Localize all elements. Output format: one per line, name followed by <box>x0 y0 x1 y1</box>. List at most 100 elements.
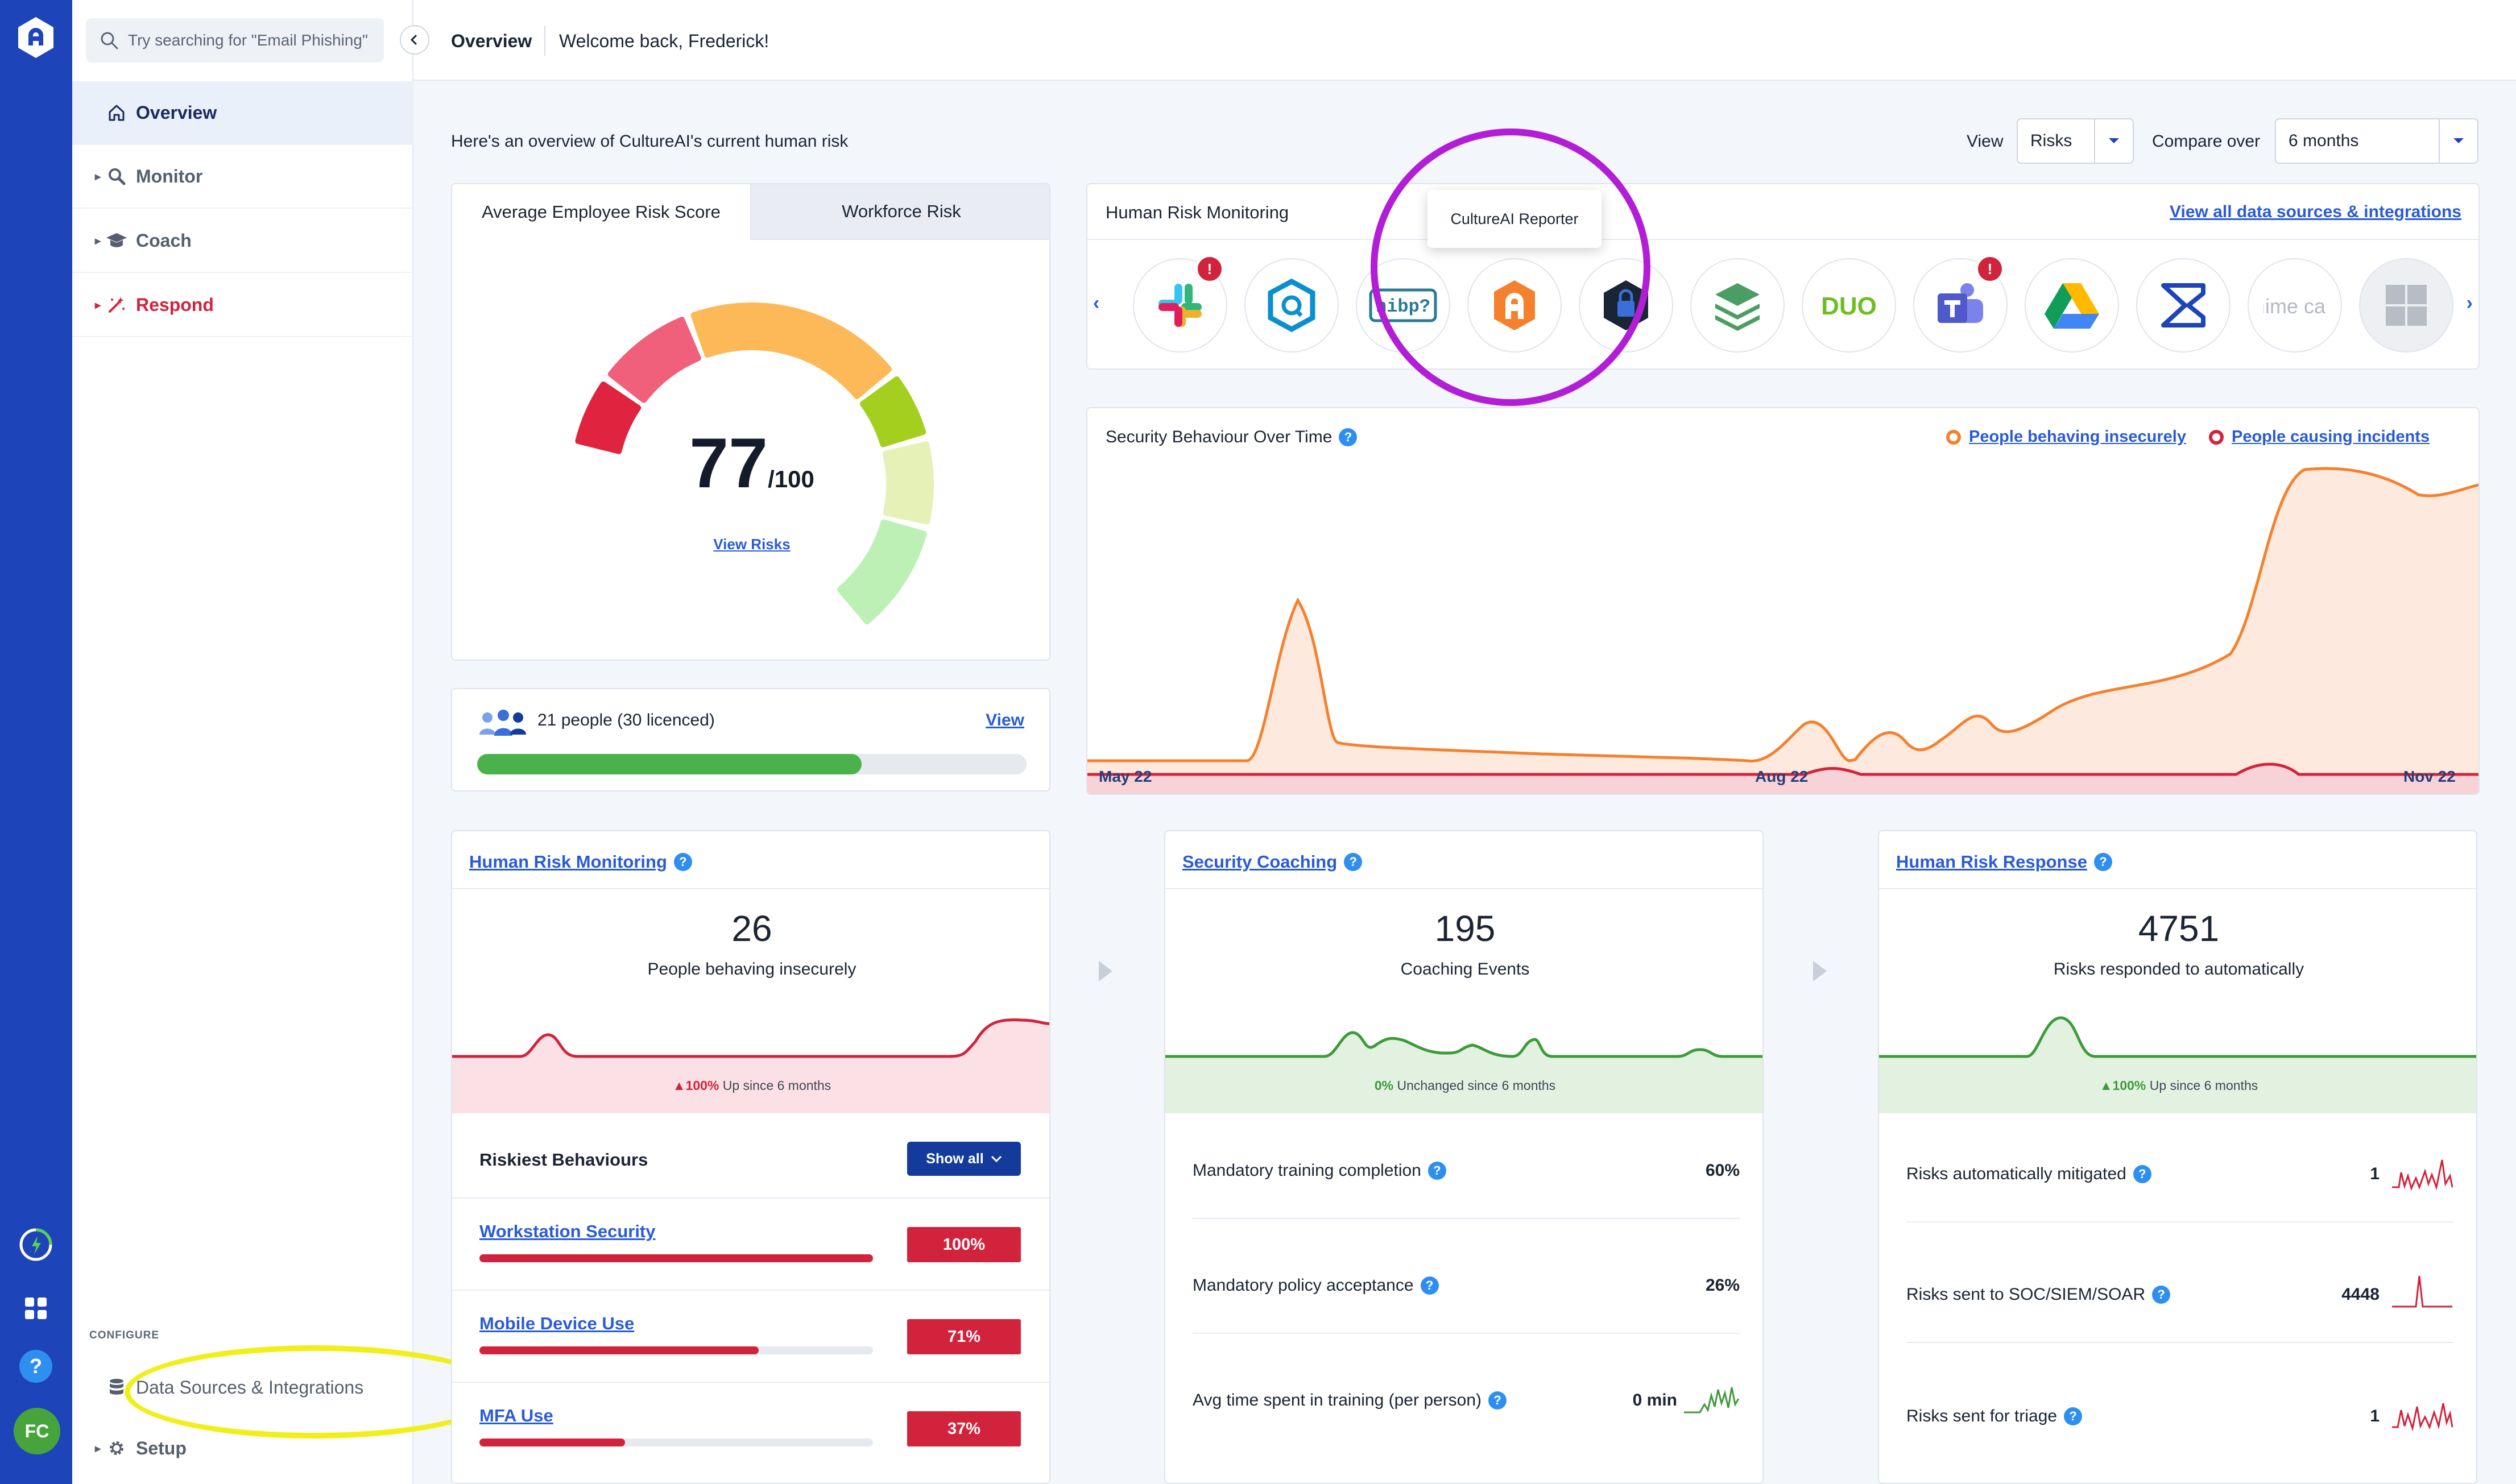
sigma-integration[interactable] <box>2136 258 2231 353</box>
help-icon[interactable]: ? <box>1344 853 1363 871</box>
show-all-button[interactable]: Show all <box>907 1142 1021 1176</box>
apps-grid-icon[interactable] <box>17 1290 55 1327</box>
behaviour-row: MFA Use 37% <box>452 1382 1049 1475</box>
divider <box>1193 1218 1740 1219</box>
view-all-integrations-link[interactable]: View all data sources & integrations <box>2170 202 2461 221</box>
tab-workforce-risk[interactable]: Workforce Risk <box>750 184 1049 240</box>
sidebar-item-label: Overview <box>136 102 217 123</box>
search-input[interactable]: Try searching for "Email Phishing" <box>86 18 384 63</box>
gauge-segment-5 <box>882 441 934 525</box>
response-metric-row: Risks automatically mitigated? 1 <box>1906 1159 2453 1278</box>
qualys-integration[interactable] <box>1244 258 1339 353</box>
divider <box>1193 1333 1740 1334</box>
help-icon[interactable]: ? <box>673 853 692 871</box>
behaviour-bar-fill <box>479 1254 873 1262</box>
search-icon <box>101 32 118 49</box>
compare-select[interactable]: 6 months <box>2275 118 2478 164</box>
behaviour-link[interactable]: Workstation Security <box>479 1221 656 1241</box>
sidebar-item-setup[interactable]: ▸ Setup <box>72 1420 413 1477</box>
coaching-summary-card: Security Coaching ? 195 Coaching Events … <box>1164 830 1764 1484</box>
app-rail: ? FC <box>0 0 72 1484</box>
view-risks-link[interactable]: View Risks <box>713 536 791 553</box>
caret-right-icon: ▸ <box>95 299 101 312</box>
google-drive-integration[interactable] <box>2025 258 2119 353</box>
monitoring-card-header[interactable]: Human Risk Monitoring ? <box>469 852 692 872</box>
windows-integration[interactable] <box>2359 258 2453 353</box>
metric-value: 0 min <box>1632 1391 1677 1410</box>
duo-integration[interactable]: DUO <box>1802 258 1896 353</box>
highlight-annotation <box>125 1345 504 1439</box>
sidebar-item-respond[interactable]: ▸ Respond <box>72 273 413 337</box>
sidebar-item-monitor[interactable]: ▸ Monitor <box>72 145 413 209</box>
sigma-icon <box>2161 283 2205 328</box>
view-select[interactable]: Risks <box>2017 118 2134 164</box>
chevron-down-icon <box>2439 119 2477 163</box>
layers-icon <box>1715 283 1760 331</box>
help-icon[interactable]: ? <box>19 1350 52 1383</box>
sidebar: Try searching for "Email Phishing" Overv… <box>72 0 504 1484</box>
help-icon[interactable]: ? <box>2152 1286 2171 1304</box>
trend-indicator: ▲100% Up since 6 months <box>672 1078 831 1093</box>
sidebar-item-label: Setup <box>136 1437 187 1458</box>
metric-label: Risks sent to SOC/SIEM/SOAR <box>1906 1285 2146 1304</box>
x-tick-label: Aug 22 <box>1755 768 1809 785</box>
metric-value: 60% <box>1705 1161 1740 1180</box>
people-view-link[interactable]: View <box>986 711 1024 729</box>
teams-integration[interactable]: ! <box>1913 255 2008 353</box>
divider <box>1087 239 2478 240</box>
slack-integration[interactable]: ! <box>1133 255 1227 353</box>
divider <box>1165 888 1762 889</box>
google-drive-icon <box>2045 283 2099 329</box>
help-icon[interactable]: ? <box>2133 1165 2151 1183</box>
collapse-sidebar-button[interactable] <box>400 25 429 55</box>
user-avatar[interactable]: FC <box>14 1408 60 1454</box>
response-card-header[interactable]: Human Risk Response ? <box>1896 852 2112 872</box>
behaviour-row: Workstation Security 100% <box>452 1197 1049 1291</box>
chevron-left-icon[interactable]: ‹ <box>1093 292 1100 314</box>
activity-icon[interactable] <box>17 1226 55 1263</box>
riskiest-behaviours-title: Riskiest Behaviours <box>479 1150 648 1170</box>
monitor-search-icon <box>102 167 131 186</box>
help-icon[interactable]: ? <box>1420 1276 1439 1295</box>
trend-indicator: 0% Unchanged since 6 months <box>1165 1078 1762 1093</box>
behaviour-bar <box>479 1254 873 1262</box>
series-insecure-area <box>1087 469 2478 794</box>
coaching-card-header[interactable]: Security Coaching ? <box>1182 852 1363 872</box>
coaching-metric-row: Avg time spent in training (per person)?… <box>1193 1387 1740 1483</box>
help-icon[interactable]: ? <box>2064 1407 2083 1425</box>
tab-average-employee-risk-score[interactable]: Average Employee Risk Score <box>452 184 750 240</box>
layers-integration[interactable] <box>1690 258 1785 353</box>
sidebar-item-overview[interactable]: Overview <box>72 81 413 145</box>
highlight-annotation <box>1371 128 1650 406</box>
cultureai-logo-icon[interactable] <box>16 16 56 59</box>
mimecast-integration[interactable]: mime cast <box>2248 258 2342 353</box>
home-icon <box>102 103 131 122</box>
divider <box>1879 888 2476 889</box>
behaviour-percent: 71% <box>907 1319 1021 1354</box>
help-icon[interactable]: ? <box>1339 428 1358 446</box>
metric-subtitle: Coaching Events <box>1400 960 1530 979</box>
help-icon[interactable]: ? <box>1488 1391 1507 1410</box>
metric-value: 1 <box>2370 1407 2380 1425</box>
mini-sparkline <box>2392 1403 2453 1432</box>
monitoring-sparkline <box>452 1018 1049 1113</box>
sidebar-item-label: Respond <box>136 294 214 315</box>
duo-icon: DUO <box>1821 292 1877 320</box>
help-icon[interactable]: ? <box>2093 853 2112 871</box>
sidebar-item-coach[interactable]: ▸ Coach <box>72 209 413 273</box>
behaviour-link[interactable]: Mobile Device Use <box>479 1313 635 1333</box>
view-select-value: Risks <box>2030 131 2072 150</box>
chevron-left-icon <box>410 34 417 45</box>
response-metric-row: Risks sent to SOC/SIEM/SOAR? 4448 <box>1906 1275 2453 1399</box>
gauge-segment-2 <box>607 317 701 403</box>
mini-sparkline <box>2392 1275 2452 1308</box>
metric-label: Mandatory training completion <box>1193 1161 1421 1180</box>
trend-indicator: ▲100% Up since 6 months <box>2099 1078 2258 1093</box>
chevron-right-icon[interactable]: › <box>2466 292 2473 314</box>
series-insecure-line <box>1087 467 2478 762</box>
behaviour-link[interactable]: MFA Use <box>479 1406 553 1425</box>
help-icon[interactable]: ? <box>1427 1162 1446 1180</box>
metric-label: Avg time spent in training (per person) <box>1193 1391 1482 1410</box>
legend-incidents[interactable]: People causing incidents <box>2209 428 2430 446</box>
legend-insecure[interactable]: People behaving insecurely <box>1946 428 2186 446</box>
